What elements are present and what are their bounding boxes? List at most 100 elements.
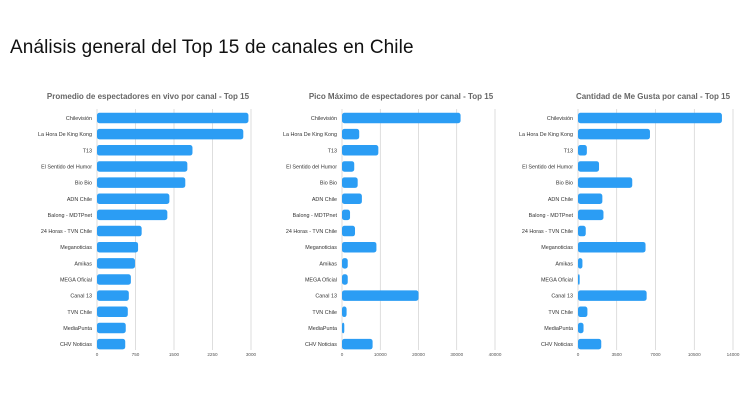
bar: [578, 338, 602, 350]
bar: [578, 177, 633, 188]
bar: [342, 161, 355, 172]
category-label: Canal 13: [315, 294, 337, 300]
bar: [578, 306, 588, 318]
category-label: Meganoticias: [541, 245, 573, 251]
x-tick-label: 10500: [688, 352, 701, 357]
category-label: Canal 13: [70, 294, 92, 300]
category-label: El Sentido del Humor: [41, 164, 92, 170]
category-label: Amikas: [74, 261, 92, 267]
category-label: TVN Chile: [67, 310, 92, 316]
bar: [578, 225, 586, 237]
bar: [97, 145, 193, 156]
category-label: MEGA Oficial: [305, 278, 337, 284]
bar: [342, 209, 351, 221]
category-label: Balong - MDTPnet: [293, 213, 338, 219]
bar: [97, 193, 170, 204]
bar: [342, 258, 348, 269]
category-label: ADN Chile: [312, 197, 337, 203]
bar: [342, 193, 362, 204]
bar: [342, 145, 379, 156]
x-tick-label: 2250: [207, 352, 218, 357]
category-label: Bio Bio: [556, 181, 573, 187]
bar: [578, 161, 600, 172]
bar: [578, 258, 583, 269]
category-label: Chilevisión: [66, 116, 92, 122]
category-label: La Hora De King Kong: [283, 132, 337, 138]
category-label: MEGA Oficial: [60, 278, 92, 284]
x-tick-label: 3500: [612, 352, 623, 357]
category-label: Balong - MDTPnet: [529, 213, 574, 219]
category-label: T13: [328, 148, 337, 154]
category-label: La Hora De King Kong: [519, 132, 573, 138]
bar: [97, 258, 135, 269]
category-label: Chilevisión: [311, 116, 337, 122]
page-title: Análisis general del Top 15 de canales e…: [10, 37, 414, 58]
category-label: La Hora De King Kong: [38, 132, 92, 138]
bar: [578, 145, 587, 156]
bar: [578, 290, 647, 301]
x-tick-label: 7000: [650, 352, 661, 357]
bar: [342, 177, 358, 188]
category-label: Meganoticias: [60, 245, 92, 251]
bar: [342, 225, 356, 237]
category-label: 24 Horas - TVN Chile: [522, 229, 573, 235]
category-label: ADN Chile: [548, 197, 573, 203]
category-label: TVN Chile: [548, 310, 573, 316]
bar: [97, 322, 126, 334]
category-label: Amikas: [555, 261, 573, 267]
category-label: MediaPunta: [544, 326, 573, 332]
chart-3: Cantidad de Me Gusta por canal - Top 15 0…: [519, 92, 740, 357]
category-label: CHV Noticias: [305, 342, 337, 348]
bar: [578, 209, 604, 221]
bar: [578, 274, 580, 285]
chart-title: Promedio de espectadores en vivo por can…: [47, 92, 250, 101]
category-label: TVN Chile: [312, 310, 337, 316]
bar: [342, 306, 347, 318]
bar: [578, 112, 722, 124]
bar: [578, 193, 603, 204]
bar: [97, 161, 188, 172]
x-tick-label: 14000: [727, 352, 740, 357]
bar: [578, 322, 584, 334]
x-tick-label: 3000: [246, 352, 257, 357]
category-label: 24 Horas - TVN Chile: [41, 229, 92, 235]
bar: [342, 241, 377, 253]
category-label: Amikas: [319, 261, 337, 267]
bar: [97, 241, 139, 253]
bar: [97, 338, 126, 350]
category-label: CHV Noticias: [60, 342, 92, 348]
x-tick-label: 10000: [374, 352, 387, 357]
category-label: T13: [83, 148, 92, 154]
bar: [97, 128, 244, 140]
category-label: Bio Bio: [75, 181, 92, 187]
x-tick-label: 30000: [450, 352, 463, 357]
chart-2: Pico Máximo de espectadores por canal - …: [283, 92, 502, 357]
bar: [97, 112, 249, 124]
x-tick-label: 0: [96, 352, 99, 357]
category-label: ADN Chile: [67, 197, 92, 203]
category-label: T13: [564, 148, 573, 154]
x-tick-label: 20000: [412, 352, 425, 357]
category-label: El Sentido del Humor: [286, 164, 337, 170]
category-label: MediaPunta: [308, 326, 337, 332]
x-tick-label: 0: [577, 352, 580, 357]
bar: [578, 128, 650, 140]
bar: [97, 177, 186, 188]
category-label: El Sentido del Humor: [522, 164, 573, 170]
chart-title: Cantidad de Me Gusta por canal - Top 15: [576, 92, 731, 101]
bar: [342, 338, 373, 350]
x-tick-label: 0: [341, 352, 344, 357]
bar: [342, 274, 348, 285]
category-label: Balong - MDTPnet: [48, 213, 93, 219]
bar: [97, 209, 168, 221]
category-label: Meganoticias: [305, 245, 337, 251]
bar: [97, 274, 131, 285]
category-label: MEGA Oficial: [541, 278, 573, 284]
bar: [342, 322, 345, 334]
chart-1: Promedio de espectadores en vivo por can…: [38, 92, 257, 357]
bar: [578, 241, 646, 253]
category-label: Chilevisión: [547, 116, 573, 122]
category-label: 24 Horas - TVN Chile: [286, 229, 337, 235]
